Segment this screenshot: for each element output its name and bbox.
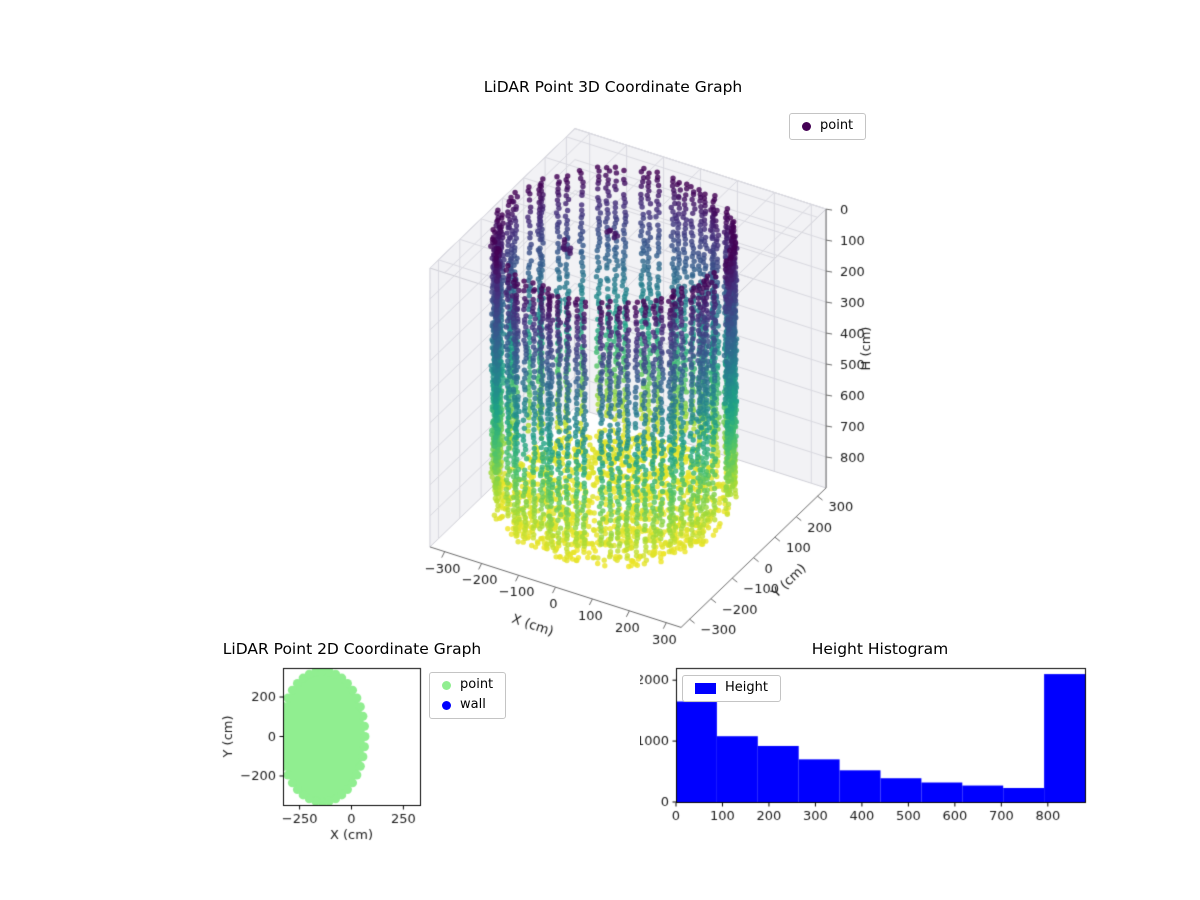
wall-marker-icon [442, 700, 451, 710]
height-histogram-legend: Height [682, 675, 781, 702]
lidar-2d-title: LiDAR Point 2D Coordinate Graph [222, 640, 482, 658]
lidar-3d-title: LiDAR Point 3D Coordinate Graph [483, 78, 743, 96]
point-legend-label: point [460, 677, 494, 692]
legend-item-point: point [442, 677, 494, 693]
point-legend-label: point [820, 118, 854, 133]
height-histogram-title: Height Histogram [811, 640, 949, 658]
point-marker-icon [802, 121, 811, 131]
point-marker-icon [442, 680, 451, 690]
wall-legend-label: wall [460, 696, 486, 712]
legend-item-point: point [802, 118, 854, 134]
lidar-3d-plot-canvas [360, 90, 920, 670]
legend-item-height: Height [695, 680, 768, 696]
lidar-3d-legend: point [789, 113, 867, 140]
height-legend-label: Height [725, 680, 768, 695]
lidar-2d-legend: point wall [429, 672, 507, 719]
legend-item-wall: wall [442, 696, 493, 713]
height-swatch-icon [695, 682, 716, 694]
